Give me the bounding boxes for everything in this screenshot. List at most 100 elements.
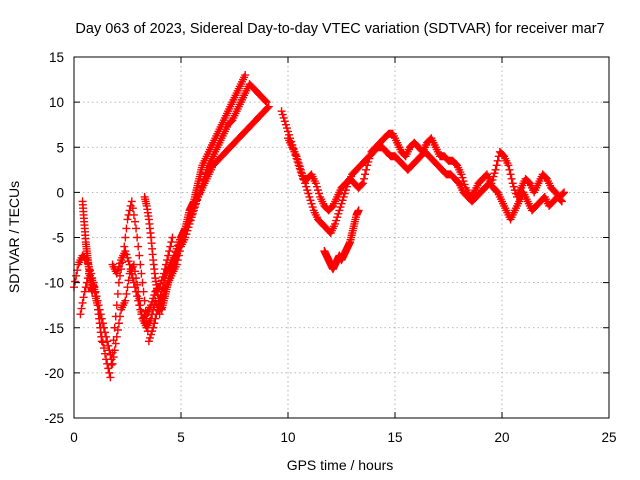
data-point [114, 319, 123, 328]
data-point [129, 210, 138, 219]
data-point [167, 238, 176, 247]
data-point [160, 265, 169, 274]
data-point [313, 186, 322, 195]
data-point [560, 188, 569, 197]
data-point [307, 199, 316, 208]
data-point [78, 298, 87, 307]
data-point [354, 206, 363, 215]
data-point [76, 310, 85, 319]
data-point [132, 287, 141, 296]
data-point [338, 196, 347, 205]
data-point [298, 172, 307, 181]
data-point [120, 242, 129, 251]
data-point [122, 250, 131, 259]
data-point [361, 170, 370, 179]
data-point [296, 165, 305, 174]
data-point [150, 319, 159, 328]
data-point [128, 274, 137, 283]
data-point [490, 169, 499, 178]
y-tick-label: -5 [52, 231, 64, 246]
data-point [122, 289, 131, 298]
data-point [557, 197, 566, 206]
data-point [134, 242, 143, 251]
data-point [162, 260, 171, 269]
data-point [293, 155, 302, 164]
data-point [306, 196, 315, 205]
data-point [138, 278, 147, 287]
data-point [331, 219, 340, 228]
data-point [150, 291, 159, 300]
data-point [123, 253, 132, 262]
data-point [98, 338, 107, 347]
data-point [116, 259, 125, 268]
data-point [311, 179, 320, 188]
y-tick-label: -25 [44, 411, 64, 426]
data-point [105, 368, 114, 377]
data-point [107, 360, 116, 369]
data-point [505, 165, 514, 174]
data-point [104, 341, 113, 350]
data-point [315, 189, 324, 198]
data-point [340, 189, 349, 198]
data-point [294, 159, 303, 168]
data-series [70, 71, 569, 382]
data-point [332, 216, 341, 225]
data-point [134, 296, 143, 305]
data-point [339, 192, 348, 201]
data-point [109, 353, 118, 362]
data-point [127, 269, 136, 278]
data-point [108, 348, 117, 357]
chart-title: Day 063 of 2023, Sidereal Day-to-day VTE… [75, 21, 604, 37]
data-point [358, 179, 367, 188]
x-tick-label: 20 [494, 430, 509, 445]
data-point [123, 283, 132, 292]
data-point [168, 233, 177, 242]
y-tick-label: 0 [56, 185, 64, 200]
x-tick-label: 15 [387, 430, 402, 445]
data-point [123, 215, 132, 224]
y-tick-label: -10 [44, 276, 64, 291]
data-point [282, 124, 291, 133]
data-point [284, 127, 292, 136]
data-point [127, 197, 136, 206]
data-point [262, 98, 271, 107]
data-point [133, 233, 142, 242]
data-point [147, 301, 156, 310]
data-point [493, 156, 502, 165]
data-point [140, 296, 149, 305]
data-point [113, 266, 122, 275]
data-point [507, 174, 516, 183]
x-tick-label: 25 [601, 430, 616, 445]
data-point [305, 192, 314, 201]
data-point [359, 174, 368, 183]
data-point [124, 276, 133, 285]
data-point [71, 277, 80, 286]
data-point [110, 323, 119, 332]
y-tick-labels: -25 -20 -15 -10 -5 0 5 10 15 [44, 50, 64, 426]
data-point [111, 312, 120, 321]
data-point [302, 182, 311, 191]
data-point [504, 161, 513, 170]
data-point [556, 196, 565, 205]
data-point [104, 364, 113, 373]
data-point [101, 349, 110, 358]
data-point [136, 305, 145, 314]
data-point [558, 189, 567, 198]
data-point [509, 182, 518, 191]
data-point [460, 180, 469, 189]
data-point [157, 276, 166, 285]
data-point [357, 180, 366, 189]
data-point [158, 272, 167, 281]
data-point [142, 316, 151, 325]
data-point [144, 337, 153, 346]
data-point [136, 260, 145, 269]
data-point [132, 224, 141, 233]
data-point [164, 251, 173, 260]
data-point [121, 296, 130, 305]
data-point [152, 310, 161, 319]
data-point [312, 182, 321, 191]
data-point [135, 251, 144, 260]
data-point [492, 161, 501, 170]
data-point [128, 204, 137, 213]
data-point [303, 186, 312, 195]
